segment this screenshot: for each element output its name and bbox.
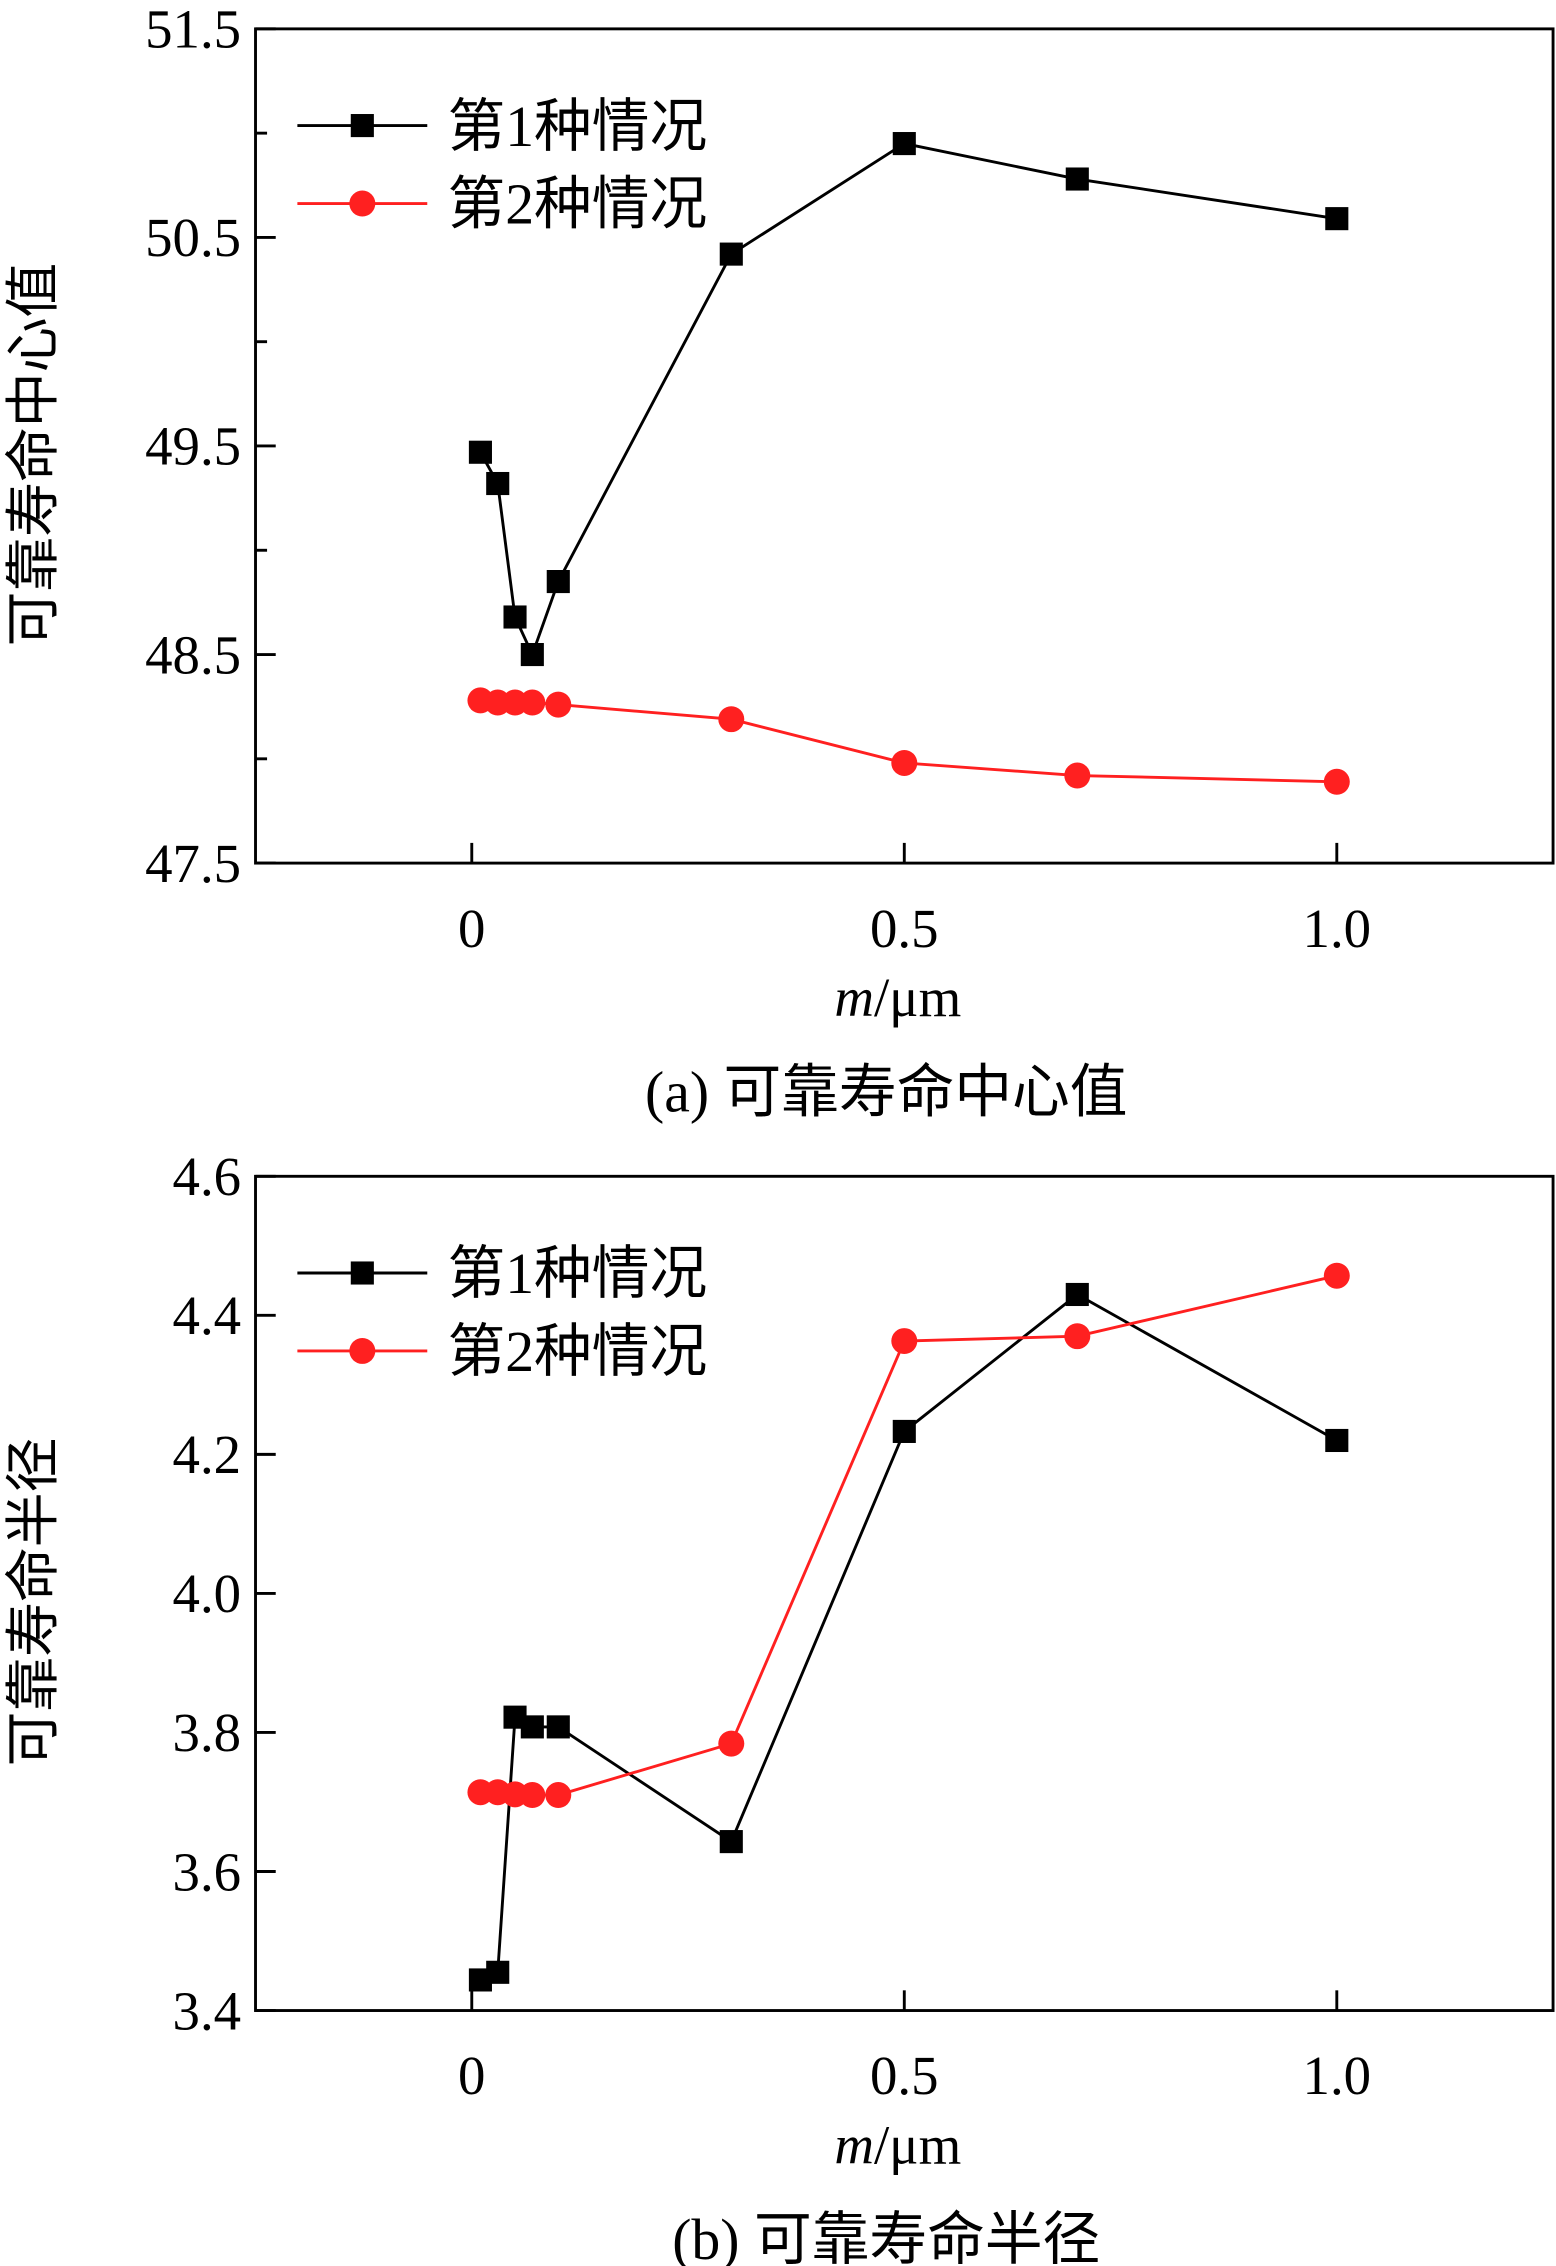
data-point-square <box>546 1715 570 1739</box>
data-point-circle <box>1064 762 1091 789</box>
x-axis-label: m/μm <box>834 2115 961 2176</box>
y-tick-label: 51.5 <box>145 0 241 60</box>
legend-marker-square <box>350 114 374 138</box>
chart-panel-a: 47.5 48.5 49.5 50.5 51.5 0 0.5 1.0 m/μm 可靠寿命中心值 (a… <box>3 0 1555 1124</box>
x-axis-label-var: m <box>834 2115 874 2176</box>
data-point-square <box>1065 1282 1089 1307</box>
x-axis-label-unit: /μm <box>874 2115 961 2176</box>
data-point-square <box>719 1830 743 1854</box>
legend-marker-square <box>350 1261 374 1285</box>
legend-marker-circle <box>349 190 376 217</box>
data-point-circle <box>1064 1323 1091 1350</box>
data-point-square <box>486 1960 510 1984</box>
legend-item-1: 第1种情况 <box>297 1243 707 1306</box>
y-axis-label: 可靠寿命半径 <box>3 1438 64 1767</box>
data-point-square <box>468 440 492 464</box>
data-point-circle <box>1323 1262 1350 1289</box>
data-point-circle <box>891 1328 918 1355</box>
data-point-square <box>1325 1428 1349 1453</box>
y-tick-label: 50.5 <box>145 207 241 268</box>
legend-label: 第1种情况 <box>447 1243 707 1306</box>
y-axis-label: 可靠寿命中心值 <box>3 263 64 647</box>
y-tick-label: 47.5 <box>145 833 241 894</box>
data-point-circle <box>891 750 918 776</box>
legend-label: 第2种情况 <box>447 1321 707 1384</box>
x-tick-label: 0.5 <box>870 2045 939 2106</box>
data-point-square <box>719 242 743 266</box>
data-point-square <box>503 605 527 629</box>
x-tick-label: 0 <box>458 898 485 959</box>
data-point-circle <box>545 691 572 718</box>
y-tick-label: 4.6 <box>173 1146 242 1207</box>
data-point-circle <box>545 1782 572 1809</box>
legend-label: 第2种情况 <box>447 174 707 237</box>
legend-item-1: 第1种情况 <box>297 96 707 159</box>
data-point-square <box>520 642 544 667</box>
y-tick-label: 49.5 <box>145 416 241 477</box>
x-axis-label: m/μm <box>834 967 961 1028</box>
y-tick-label: 4.0 <box>173 1563 242 1624</box>
data-point-square <box>1065 167 1089 191</box>
data-point-square <box>546 570 570 594</box>
x-tick-label: 0.5 <box>870 898 939 959</box>
x-tick-label: 0 <box>458 2045 485 2106</box>
y-tick-label: 4.2 <box>173 1424 242 1485</box>
panel-caption: (a) 可靠寿命中心值 <box>645 1061 1128 1124</box>
legend-item-2: 第2种情况 <box>297 1321 707 1384</box>
x-axis-label-unit: /μm <box>874 967 961 1028</box>
y-tick-label: 3.8 <box>173 1702 242 1763</box>
data-point-square <box>520 1715 544 1739</box>
x-axis-label-var: m <box>834 967 874 1028</box>
data-point-square <box>892 1419 916 1443</box>
series-line-1 <box>479 1292 1338 1982</box>
y-tick-label: 4.4 <box>173 1285 242 1346</box>
x-tick-label: 1.0 <box>1303 2045 1372 2106</box>
data-point-circle <box>519 689 546 716</box>
data-point-square <box>1325 207 1349 231</box>
data-point-circle <box>1323 768 1350 795</box>
y-tick-label: 3.6 <box>173 1841 242 1902</box>
legend-item-2: 第2种情况 <box>297 174 707 237</box>
data-point-square <box>486 471 510 496</box>
y-tick-label: 3.4 <box>173 1980 242 2041</box>
chart-panel-b: 3.4 3.6 3.8 4.0 4.2 4.4 4.6 0 0.5 1.0 m/μm 可靠寿命半径 (b… <box>3 1146 1555 2266</box>
legend-label: 第1种情况 <box>447 96 707 159</box>
x-tick-label: 1.0 <box>1303 898 1372 959</box>
data-point-circle <box>519 1782 546 1809</box>
panel-caption: (b) 可靠寿命半径 <box>672 2209 1100 2266</box>
legend-marker-circle <box>349 1337 376 1364</box>
data-point-circle <box>718 706 745 733</box>
data-point-square <box>892 132 916 156</box>
y-tick-label: 48.5 <box>145 624 241 685</box>
data-point-circle <box>718 1730 745 1757</box>
